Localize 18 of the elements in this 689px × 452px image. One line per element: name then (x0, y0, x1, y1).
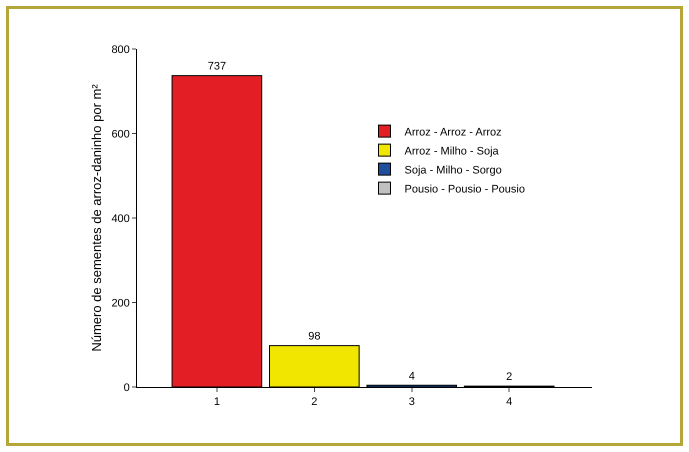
data-label: 737 (208, 60, 226, 73)
legend-label: Soja - Milho - Sorgo (404, 164, 502, 176)
data-label: 98 (308, 330, 320, 343)
x-tick-label: 1 (214, 396, 220, 408)
x-tick-label: 4 (506, 396, 512, 408)
y-axis-title: Número de sementes de arroz-daninho por m² (89, 84, 104, 352)
x-tick-label: 3 (408, 396, 415, 408)
data-label: 4 (408, 370, 415, 382)
legend-label: Arroz - Milho - Soja (404, 145, 500, 158)
x-tick-label: 2 (311, 396, 318, 408)
y-tick-label: 800 (111, 44, 130, 56)
y-tick-label: 400 (111, 212, 130, 225)
y-tick-label: 600 (111, 128, 130, 140)
y-tick-label: 0 (124, 382, 130, 394)
legend-label: Pousio - Pousio - Pousio (404, 183, 525, 196)
data-label: 2 (506, 371, 512, 384)
legend-label: Arroz - Arroz - Arroz (404, 126, 502, 138)
y-tick-label: 200 (111, 297, 130, 310)
